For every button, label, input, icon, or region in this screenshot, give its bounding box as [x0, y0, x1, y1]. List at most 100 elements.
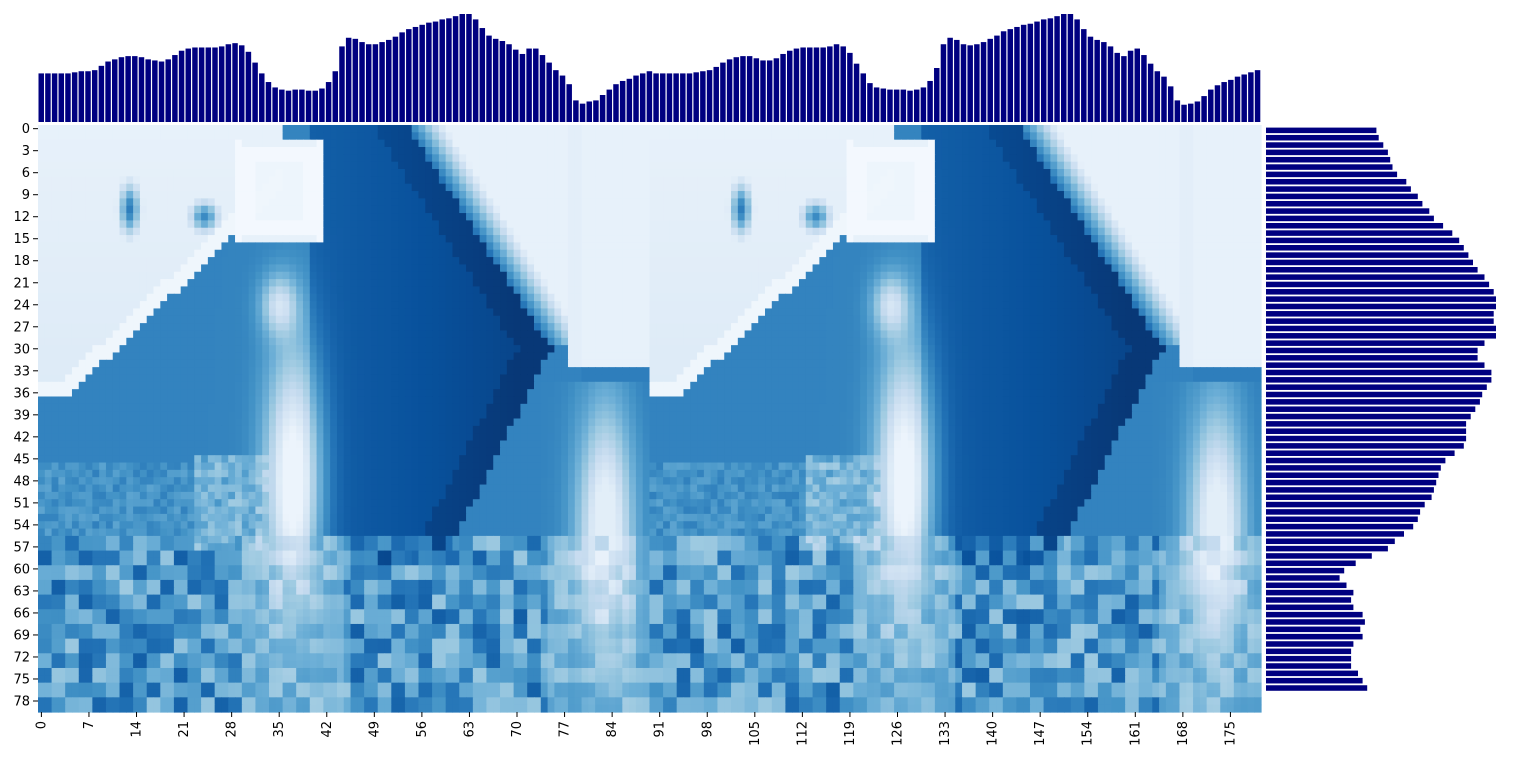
- heatmap-cell: [813, 264, 820, 272]
- heatmap-cell: [208, 206, 215, 214]
- heatmap-cell: [690, 162, 697, 170]
- heatmap-cell: [609, 301, 616, 309]
- heatmap-cell: [840, 286, 847, 294]
- heatmap-cell: [989, 213, 996, 221]
- heatmap-cell: [181, 308, 188, 316]
- heatmap-cell: [147, 220, 154, 228]
- heatmap-cell: [493, 140, 500, 148]
- heatmap-cell: [643, 316, 650, 324]
- heatmap-cell: [167, 125, 174, 133]
- heatmap-cell: [459, 220, 466, 228]
- heatmap-cell: [364, 235, 371, 243]
- heatmap-cell: [677, 125, 684, 133]
- heatmap-cell: [187, 316, 194, 324]
- heatmap-cell: [670, 132, 677, 140]
- heatmap-cell: [609, 213, 616, 221]
- heatmap-cell: [140, 154, 147, 162]
- heatmap-cell: [643, 308, 650, 316]
- heatmap-cell: [364, 228, 371, 236]
- heatmap-cell: [901, 154, 908, 162]
- heatmap-cell: [58, 242, 65, 250]
- heatmap-cell: [276, 125, 283, 133]
- heatmap-cell: [717, 308, 724, 316]
- heatmap-cell: [1010, 125, 1017, 133]
- heatmap-cell: [867, 272, 874, 280]
- heatmap-cell: [187, 184, 194, 192]
- heatmap-cell: [1220, 228, 1227, 236]
- heatmap-cell: [833, 250, 840, 258]
- heatmap-cell: [466, 308, 473, 316]
- heatmap-cell: [976, 308, 983, 316]
- heatmap-cell: [289, 228, 296, 236]
- heatmap-cell: [86, 264, 93, 272]
- heatmap-cell: [738, 272, 745, 280]
- heatmap-cell: [1139, 154, 1146, 162]
- heatmap-cell: [58, 272, 65, 280]
- heatmap-cell: [38, 250, 45, 258]
- heatmap-cell: [1241, 286, 1248, 294]
- heatmap-cell: [1166, 169, 1173, 177]
- heatmap-cell: [826, 198, 833, 206]
- heatmap-cell: [996, 191, 1003, 199]
- heatmap-cell: [595, 308, 602, 316]
- heatmap-cell: [745, 198, 752, 206]
- heatmap-cell: [187, 228, 194, 236]
- heatmap-cell: [806, 264, 813, 272]
- heatmap-cell: [520, 169, 527, 177]
- column-sum-bar: [1001, 31, 1006, 122]
- heatmap-cell: [1112, 140, 1119, 148]
- heatmap-cell: [446, 198, 453, 206]
- heatmap-cell: [412, 272, 419, 280]
- heatmap-cell: [38, 286, 45, 294]
- heatmap-cell: [1112, 125, 1119, 133]
- heatmap-cell: [588, 176, 595, 184]
- heatmap-cell: [1010, 272, 1017, 280]
- heatmap-cell: [962, 264, 969, 272]
- heatmap-cell: [1091, 286, 1098, 294]
- column-sum-bar: [1201, 96, 1206, 122]
- heatmap-cell: [357, 176, 364, 184]
- heatmap-cell: [976, 301, 983, 309]
- heatmap-cell: [140, 264, 147, 272]
- heatmap-cell: [133, 162, 140, 170]
- heatmap-cell: [500, 176, 507, 184]
- heatmap-cell: [385, 301, 392, 309]
- heatmap-cell: [1145, 286, 1152, 294]
- heatmap-cell: [113, 132, 120, 140]
- heatmap-cell: [507, 169, 514, 177]
- heatmap-cell: [1200, 184, 1207, 192]
- heatmap-cell: [351, 257, 358, 265]
- heatmap-cell: [575, 308, 582, 316]
- heatmap-cell: [79, 264, 86, 272]
- heatmap-cell: [595, 169, 602, 177]
- heatmap-cell: [160, 220, 167, 228]
- heatmap-cell: [1003, 132, 1010, 140]
- heatmap-cell: [99, 125, 106, 133]
- heatmap-cell: [520, 316, 527, 324]
- heatmap-cell: [140, 213, 147, 221]
- heatmap-cell: [493, 162, 500, 170]
- heatmap-cell: [1166, 198, 1173, 206]
- heatmap-cell: [160, 206, 167, 214]
- heatmap-cell: [1186, 308, 1193, 316]
- heatmap-cell: [534, 235, 541, 243]
- heatmap-cell: [724, 206, 731, 214]
- heatmap-cell: [751, 308, 758, 316]
- heatmap-cell: [1200, 242, 1207, 250]
- heatmap-cell: [1050, 286, 1057, 294]
- heatmap-cell: [602, 286, 609, 294]
- heatmap-cell: [181, 184, 188, 192]
- heatmap-cell: [534, 294, 541, 302]
- heatmap-cell: [1044, 286, 1051, 294]
- heatmap-cell: [656, 242, 663, 250]
- heatmap-cell: [58, 250, 65, 258]
- heatmap-cell: [976, 140, 983, 148]
- heatmap-cell: [1010, 132, 1017, 140]
- heatmap-cell: [697, 206, 704, 214]
- heatmap-cell: [982, 308, 989, 316]
- heatmap-cell: [473, 250, 480, 258]
- heatmap-cell: [1159, 301, 1166, 309]
- heatmap-cell: [541, 308, 548, 316]
- heatmap-cell: [813, 250, 820, 258]
- heatmap-cell: [656, 132, 663, 140]
